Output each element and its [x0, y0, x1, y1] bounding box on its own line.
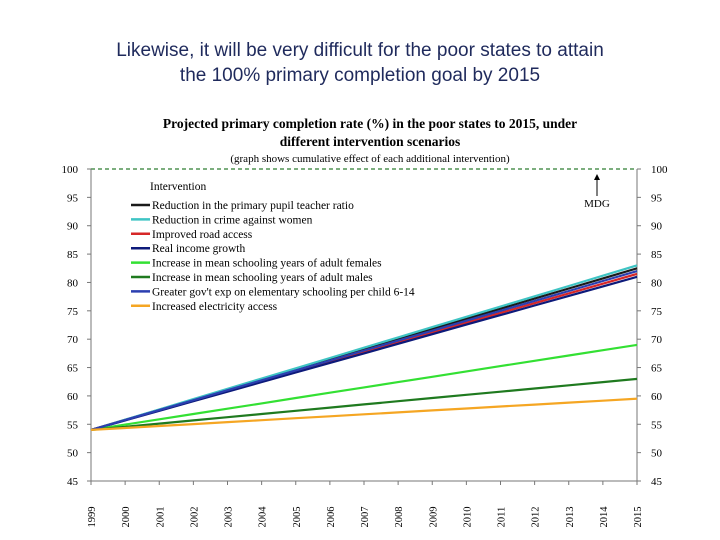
y-tick-label-left: 95 — [67, 192, 79, 204]
legend-entry: Increased electricity access — [152, 301, 278, 313]
series-line — [90, 343, 638, 431]
x-tick-label: 2011 — [497, 507, 508, 528]
x-tick-label: 2007 — [360, 507, 371, 528]
y-tick-label-left: 55 — [67, 419, 79, 431]
mdg-arrow-head — [594, 174, 600, 180]
mdg-label: MDG — [584, 198, 610, 210]
y-tick-label-right: 95 — [651, 192, 663, 204]
y-tick-label-left: 45 — [67, 476, 79, 488]
x-tick-label: 2015 — [633, 507, 644, 528]
legend-entry: Increase in mean schooling years of adul… — [152, 272, 373, 284]
slide-title: Likewise, it will be very difficult for … — [40, 38, 680, 88]
x-tick-label: 2012 — [531, 507, 542, 528]
y-tick-label-left: 70 — [67, 334, 79, 346]
y-tick-label-right: 55 — [651, 419, 663, 431]
y-tick-label-left: 60 — [67, 391, 79, 403]
x-tick-label: 2002 — [189, 507, 200, 528]
y-tick-label-right: 45 — [651, 476, 663, 488]
y-tick-label-right: 90 — [651, 221, 663, 233]
series-line — [90, 397, 638, 431]
series-line — [90, 270, 638, 431]
y-tick-label-left: 100 — [62, 164, 79, 176]
x-tick-label: 2013 — [565, 507, 576, 528]
slide-title-line-1: Likewise, it will be very difficult for … — [116, 40, 604, 61]
y-tick-label-left: 65 — [67, 363, 79, 375]
y-tick-label-left: 80 — [67, 277, 79, 289]
y-tick-label-left: 75 — [67, 306, 79, 318]
chart-axes: 45 45 50 50 55 55 60 60 65 65 70 70 75 75 80 80 85 85 90 90… — [62, 164, 669, 528]
x-tick-label: 2004 — [258, 506, 269, 528]
y-tick-label-right: 85 — [651, 249, 663, 261]
y-tick-label-right: 75 — [651, 306, 663, 318]
y-tick-label-right: 60 — [651, 391, 663, 403]
series-lines — [90, 264, 638, 431]
y-tick-label-left: 85 — [67, 249, 79, 261]
legend-entry: Greater gov't exp on elementary schoolin… — [152, 286, 415, 298]
x-tick-label: 2005 — [292, 507, 303, 528]
legend-entry: Improved road access — [152, 229, 253, 241]
y-tick-label-left: 90 — [67, 221, 79, 233]
y-tick-label-right: 50 — [651, 448, 663, 460]
x-tick-label: 2008 — [394, 507, 405, 528]
x-tick-label: 2014 — [599, 506, 610, 528]
y-tick-label-right: 100 — [651, 164, 668, 176]
legend-title: Intervention — [150, 181, 206, 193]
y-tick-label-right: 65 — [651, 363, 663, 375]
y-tick-label-right: 80 — [651, 277, 663, 289]
legend-entry: Reduction in crime against women — [152, 214, 313, 226]
legend-entry: Real income growth — [152, 243, 246, 255]
legend-entry: Increase in mean schooling years of adul… — [152, 258, 382, 270]
x-tick-label: 2001 — [155, 507, 166, 528]
x-tick-label: 1999 — [87, 507, 98, 528]
chart-title-line-2: different intervention scenarios — [280, 134, 460, 149]
x-tick-label: 2006 — [326, 507, 337, 528]
y-tick-label-left: 50 — [67, 448, 79, 460]
slide-title-line-2: the 100% primary completion goal by 2015 — [179, 65, 541, 86]
y-tick-label-right: 70 — [651, 334, 663, 346]
x-tick-label: 2009 — [428, 507, 439, 528]
legend: Reduction in the primary pupil teacher r… — [131, 200, 415, 313]
chart-title-line-1: Projected primary completion rate (%) in… — [163, 116, 577, 131]
chart-subtitle: (graph shows cumulative effect of each a… — [230, 153, 510, 165]
legend-entry: Reduction in the primary pupil teacher r… — [152, 200, 354, 212]
series-line — [90, 377, 638, 431]
x-tick-label: 2000 — [121, 507, 132, 528]
x-tick-label: 2010 — [462, 507, 473, 528]
x-tick-label: 2003 — [224, 507, 235, 528]
